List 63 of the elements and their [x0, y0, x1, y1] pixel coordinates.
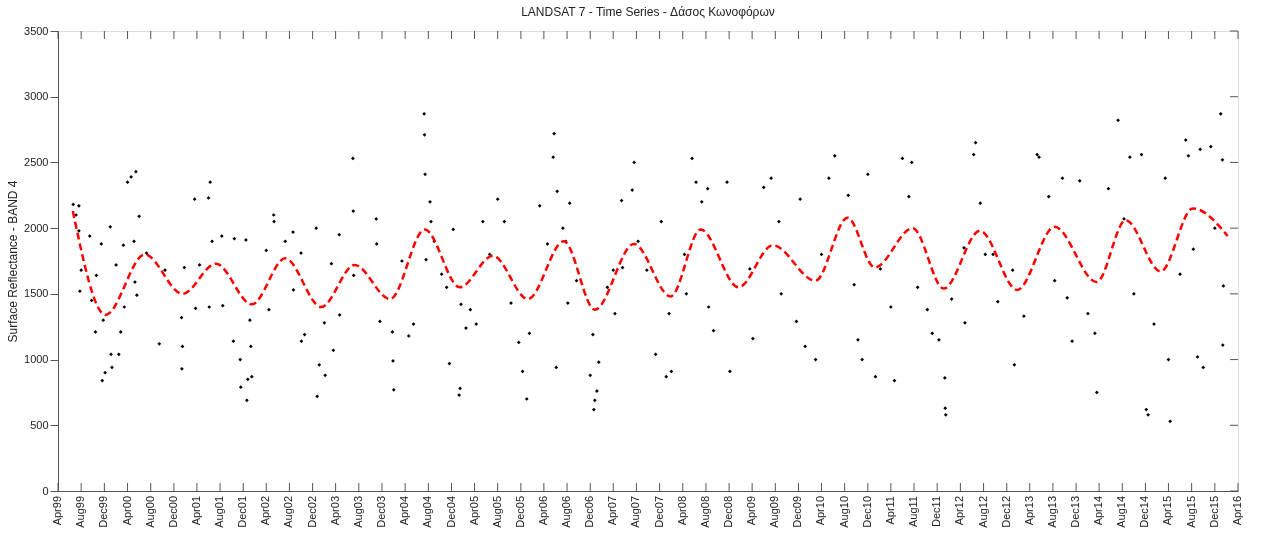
x-tick-label: Apr11	[883, 496, 896, 525]
x-tick-label: Dec07	[652, 496, 665, 528]
x-tick-label: Apr05	[467, 496, 480, 526]
x-tick-label: Dec11	[930, 496, 943, 527]
x-tick-label: Apr12	[953, 496, 966, 526]
y-tick-label: 1500	[24, 287, 49, 300]
y-tick-label: 500	[30, 418, 49, 431]
x-tick-label: Apr14	[1092, 496, 1105, 526]
x-tick-label: Dec04	[444, 496, 457, 528]
x-tick-label: Dec15	[1207, 496, 1220, 528]
y-tick-label: 2000	[24, 221, 49, 234]
x-tick-label: Aug03	[351, 496, 364, 528]
x-tick-label: Dec00	[166, 496, 179, 528]
x-tick-label: Aug12	[976, 496, 989, 528]
x-tick-label: Apr00	[120, 496, 133, 526]
x-tick-label: Apr02	[259, 496, 272, 526]
x-tick-label: Aug99	[74, 496, 87, 528]
x-tick-label: Aug06	[560, 496, 573, 528]
x-tick-label: Apr07	[606, 496, 619, 526]
x-tick-label: Dec06	[583, 496, 596, 528]
x-tick-label: Aug01	[213, 496, 226, 528]
x-tick-label: Dec13	[1069, 496, 1082, 528]
x-tick-label: Apr04	[398, 496, 411, 526]
x-tick-label: Apr01	[189, 496, 202, 526]
chart-title: LANDSAT 7 - Time Series - Δάσος Κωνοφόρων	[521, 5, 775, 19]
x-tick-label: Aug13	[1045, 496, 1058, 528]
x-tick-label: Apr10	[814, 496, 827, 526]
x-tick-label: Dec12	[999, 496, 1012, 528]
x-tick-label: Aug04	[421, 496, 434, 528]
x-tick-label: Dec09	[791, 496, 804, 528]
x-tick-label: Dec14	[1138, 496, 1151, 528]
y-tick-label: 1000	[24, 353, 49, 366]
x-tick-label: Aug07	[629, 496, 642, 528]
y-axis-title: Surface Reflectance - BAND 4	[6, 180, 21, 343]
x-tick-label: Aug15	[1184, 496, 1197, 528]
x-tick-label: Aug09	[768, 496, 781, 528]
x-tick-label: Apr06	[536, 496, 549, 526]
x-tick-label: Dec10	[860, 496, 873, 528]
x-tick-label: Dec02	[305, 496, 318, 528]
x-tick-label: Dec05	[513, 496, 526, 528]
x-tick-label: Dec99	[97, 496, 110, 528]
x-tick-label: Aug05	[490, 496, 503, 528]
x-tick-label: Aug08	[698, 496, 711, 528]
x-tick-label: Apr16	[1231, 496, 1243, 526]
x-tick-label: Apr15	[1161, 496, 1174, 526]
x-tick-label: Aug02	[282, 496, 295, 528]
x-tick-label: Apr03	[328, 496, 341, 526]
line-series	[71, 207, 1229, 317]
x-tick-label: Dec03	[374, 496, 387, 528]
x-tick-label: Aug11	[907, 496, 920, 527]
x-tick-label: Aug00	[143, 496, 156, 528]
y-tick-label: 3500	[24, 24, 49, 37]
x-tick-label: Dec01	[236, 496, 249, 528]
x-tick-label: Aug14	[1115, 496, 1128, 528]
x-tick-label: Aug10	[837, 496, 850, 528]
x-tick-label: Apr08	[675, 496, 688, 526]
x-tick-label: Apr99	[51, 496, 63, 526]
x-tick-label: Apr13	[1022, 496, 1035, 526]
y-tick-label: 3000	[24, 90, 49, 103]
x-tick-label: Dec08	[722, 496, 735, 528]
y-tick-label: 2500	[24, 155, 49, 168]
y-tick-label: 0	[42, 484, 49, 497]
x-tick-label: Apr09	[745, 496, 758, 526]
